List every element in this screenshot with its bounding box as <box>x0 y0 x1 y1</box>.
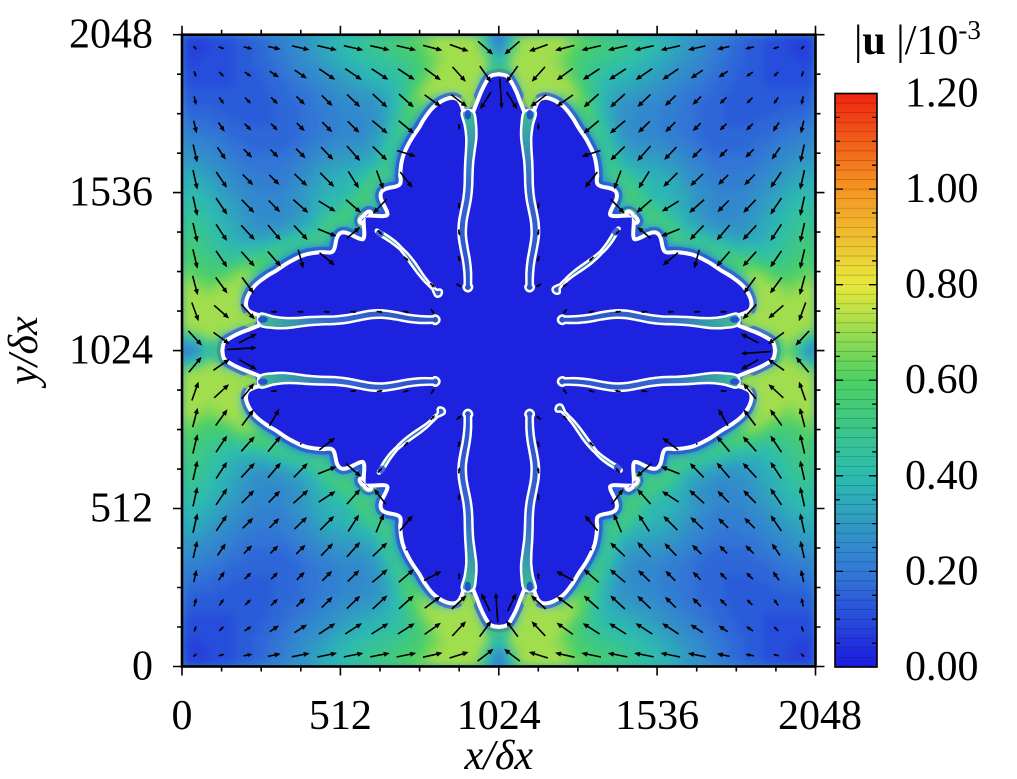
svg-text:1024: 1024 <box>69 328 153 374</box>
svg-text:0: 0 <box>132 644 153 690</box>
svg-text:0.40: 0.40 <box>905 453 979 499</box>
svg-text:2048: 2048 <box>778 693 862 739</box>
svg-text:0.20: 0.20 <box>905 548 979 594</box>
svg-text:0: 0 <box>172 693 193 739</box>
svg-text:0.80: 0.80 <box>905 262 979 308</box>
svg-text:1536: 1536 <box>69 170 153 216</box>
svg-text:1.00: 1.00 <box>905 166 979 212</box>
svg-text:x/δx: x/δx <box>464 733 534 779</box>
svg-text:512: 512 <box>90 486 153 532</box>
svg-text:2048: 2048 <box>69 12 153 58</box>
svg-text:0.00: 0.00 <box>905 644 979 690</box>
svg-text:1536: 1536 <box>615 693 699 739</box>
svg-text:0.60: 0.60 <box>905 357 979 403</box>
svg-text:1024: 1024 <box>457 693 541 739</box>
svg-text:512: 512 <box>309 693 372 739</box>
svg-text:1.20: 1.20 <box>905 71 979 117</box>
svg-text:y/δx: y/δx <box>1 316 47 389</box>
